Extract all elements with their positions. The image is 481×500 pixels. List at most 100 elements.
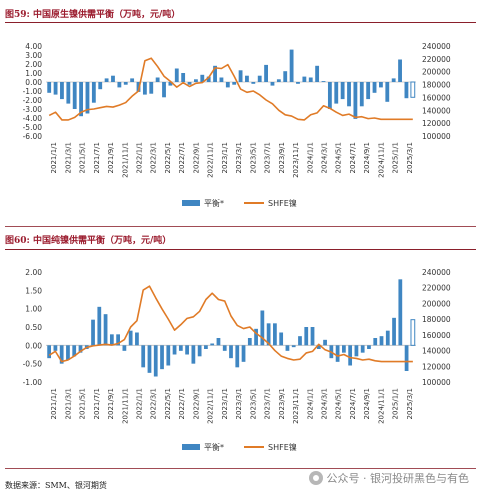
balance-bar (123, 82, 128, 85)
x-tick-label: 2022/7/1 (178, 142, 186, 173)
balance-bar (273, 323, 277, 346)
figure-number: 图59: (5, 10, 30, 20)
chart-primary-nickel-balance: 4.003.002.001.000.00-1.00-2.00-3.00-4.00… (23, 42, 451, 208)
balance-bar (147, 345, 152, 373)
balance-bar (321, 81, 326, 82)
balance-bar (168, 82, 173, 86)
balance-bar (340, 82, 345, 100)
y-right-tick-label: 240000 (422, 268, 451, 277)
balance-bar (122, 345, 127, 351)
y-left-tick-label: -2.00 (23, 96, 43, 105)
balance-bar (162, 82, 166, 98)
balance-bar (130, 78, 135, 82)
balance-bar (283, 71, 288, 82)
balance-bar (315, 65, 320, 82)
y-left-tick-label: 0.50 (25, 323, 42, 332)
x-tick-label: 2021/1/1 (50, 388, 58, 419)
balance-bar (296, 82, 300, 84)
balance-bar (291, 345, 296, 348)
balance-bar (410, 81, 416, 98)
x-tick-label: 2023/9/1 (278, 388, 286, 419)
y-left-tick-label: 1.50 (25, 286, 42, 295)
balance-bar (354, 345, 359, 357)
balance-bar (308, 77, 313, 82)
balance-bar (276, 79, 281, 82)
y-left-tick-label: -1.00 (23, 87, 43, 96)
y-right-tick-label: 140000 (422, 106, 451, 115)
balance-bar (391, 78, 396, 82)
balance-bar (232, 82, 237, 85)
y-right-tick-label: 100000 (422, 378, 451, 387)
balance-bar (97, 306, 102, 346)
x-tick-label: 2021/3/1 (64, 142, 72, 173)
balance-bar (142, 82, 147, 95)
figure-caption: 中国原生镍供需平衡（万吨，元/吨） (33, 10, 181, 20)
x-tick-label: 2022/5/1 (164, 388, 172, 419)
x-tick-label: 2025/3/1 (406, 388, 414, 419)
x-tick-label: 2021/11/1 (121, 388, 129, 424)
x-tick-label: 2023/5/1 (249, 142, 257, 173)
balance-bar (316, 345, 321, 349)
balance-bar (289, 49, 294, 82)
balance-bar (47, 345, 52, 359)
x-tick-label: 2022/11/1 (207, 142, 215, 178)
balance-bar (78, 345, 83, 353)
balance-bar (266, 323, 271, 346)
y-left-tick-label: 1.00 (25, 305, 42, 314)
x-tick-label: 2024/3/1 (321, 388, 329, 419)
balance-bar (385, 82, 390, 102)
balance-bar (116, 334, 120, 346)
balance-bar (335, 345, 340, 362)
y-left-tick-label: -3.00 (23, 105, 43, 114)
legend-bar-label: 平衡* (204, 198, 224, 208)
x-tick-label: 2022/5/1 (164, 142, 172, 173)
balance-bar (185, 345, 189, 355)
balance-bar (254, 328, 258, 346)
balance-bar (347, 82, 351, 107)
y-right-tick-label: 100000 (422, 132, 451, 141)
x-tick-label: 2023/9/1 (278, 142, 286, 173)
balance-bar (135, 332, 139, 346)
balance-bar (155, 77, 160, 82)
x-tick-label: 2023/1/1 (221, 388, 229, 419)
balance-bar (66, 82, 71, 104)
balance-bar (260, 310, 265, 346)
x-tick-label: 2021/5/1 (79, 388, 87, 419)
balance-bar (98, 82, 103, 90)
chart-bottom-rule (5, 468, 476, 469)
balance-bar (247, 338, 252, 346)
x-tick-label: 2022/11/1 (207, 388, 215, 424)
balance-bar (216, 338, 221, 346)
balance-bar (160, 345, 164, 370)
x-tick-label: 2022/3/1 (150, 142, 158, 173)
x-tick-label: 2024/1/1 (306, 142, 314, 173)
balance-bar (210, 343, 215, 346)
shfe-nickel-price-line (48, 285, 413, 363)
x-tick-label: 2025/3/1 (406, 142, 414, 173)
figure-number: 图60: (5, 236, 30, 246)
legend-bar-label: 平衡* (204, 442, 224, 452)
figure-title: 图59: 中国原生镍供需平衡（万吨，元/吨） (5, 7, 180, 20)
balance-bar (251, 82, 256, 84)
legend-line-label: SHFE镍 (268, 442, 297, 452)
balance-bar (219, 77, 224, 82)
balance-bar (323, 339, 327, 346)
y-right-tick-label: 140000 (422, 347, 451, 356)
y-left-tick-label: -1.00 (23, 378, 43, 387)
balance-bar (304, 327, 309, 346)
balance-bar (206, 76, 211, 82)
figure-title: 图60: 中国纯镍供需平衡（万吨，元/吨） (5, 233, 171, 246)
balance-bar (404, 345, 409, 371)
balance-bar (392, 317, 396, 346)
legend-bar-swatch (182, 200, 200, 206)
x-tick-label: 2023/3/1 (235, 388, 243, 419)
balance-bar (302, 76, 307, 82)
y-left-tick-label: 4.00 (25, 42, 42, 51)
x-tick-label: 2025/1/1 (392, 142, 400, 173)
balance-bar (360, 345, 365, 353)
balance-bar (104, 78, 109, 82)
y-left-tick-label: 3.00 (25, 51, 42, 60)
balance-bar (191, 345, 196, 364)
x-tick-label: 2024/5/1 (335, 388, 343, 419)
y-right-tick-label: 180000 (422, 315, 451, 324)
